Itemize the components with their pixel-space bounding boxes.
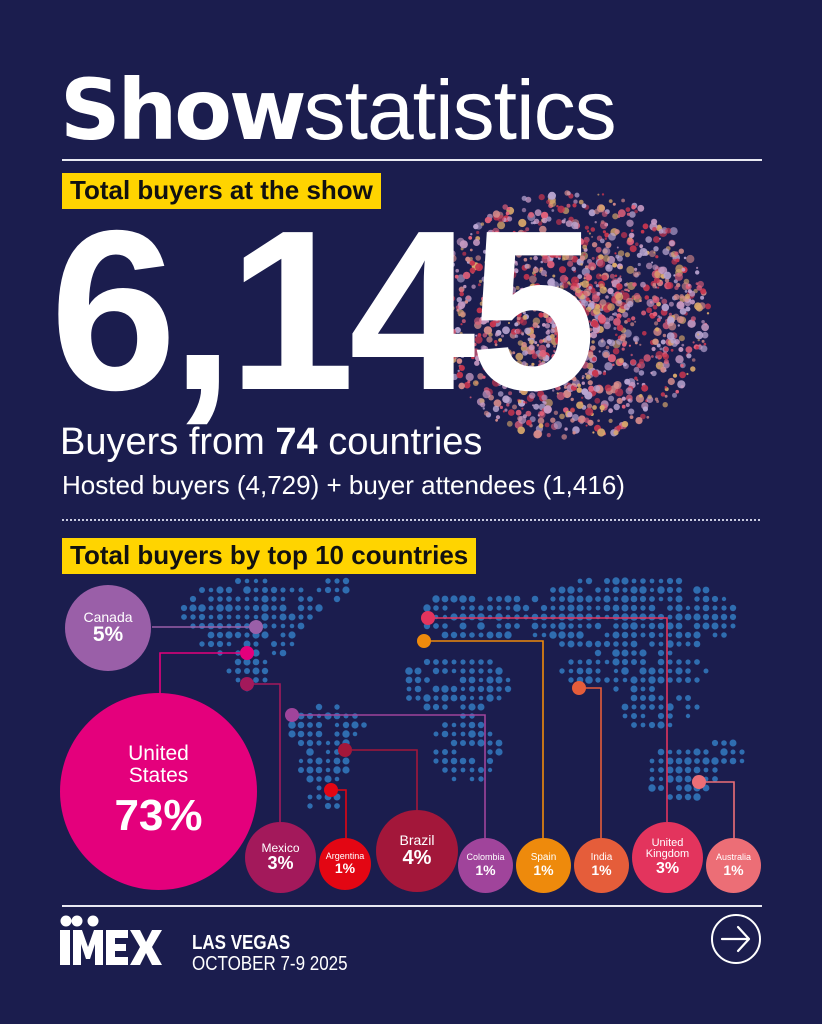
us-map-marker <box>240 646 254 660</box>
bubble-india: India 1% <box>574 838 629 893</box>
uk-map-marker <box>421 611 435 625</box>
total-buyers-number: 6,145 <box>50 184 597 438</box>
bubble-brazil: Brazil 4% <box>376 810 458 892</box>
title-bold: Show <box>60 61 307 159</box>
bubble-mexico: Mexico 3% <box>245 822 316 893</box>
bubble-colombia: Colombia 1% <box>458 838 513 893</box>
bubble-canada: Canada 5% <box>65 585 151 671</box>
event-location: LAS VEGAS <box>192 932 291 954</box>
section-divider <box>62 519 760 521</box>
colombia-map-marker <box>285 708 299 722</box>
arrow-right-icon <box>720 925 751 953</box>
india-map-marker <box>572 681 586 695</box>
event-dates: OCTOBER 7-9 2025 <box>192 953 348 975</box>
bubble-spain: Spain 1% <box>516 838 571 893</box>
bubble-argentina: Argentina 1% <box>319 838 371 890</box>
bubble-united-kingdom: United Kingdom 3% <box>632 822 703 893</box>
bubble-united-states: United States 73% <box>60 693 257 890</box>
argentina-map-marker <box>324 783 338 797</box>
brazil-map-marker <box>338 743 352 757</box>
spain-map-marker <box>417 634 431 648</box>
australia-map-marker <box>692 775 706 789</box>
canada-map-marker <box>249 620 263 634</box>
total-buyers-label: Total buyers at the show <box>62 173 381 209</box>
bubble-australia: Australia 1% <box>706 838 761 893</box>
countries-summary: Buyers from 74 countries <box>60 421 483 463</box>
next-button[interactable] <box>711 914 761 964</box>
buyers-breakdown: Hosted buyers (4,729) + buyer attendees … <box>62 470 625 500</box>
countries-count: 74 <box>275 421 318 463</box>
title-light: statistics <box>303 63 617 157</box>
mexico-map-marker <box>240 677 254 691</box>
page-title: Showstatistics <box>60 60 617 160</box>
title-divider <box>62 159 762 161</box>
footer-divider <box>62 905 762 907</box>
top-countries-label: Total buyers by top 10 countries <box>62 538 477 574</box>
imex-logo <box>60 915 162 965</box>
